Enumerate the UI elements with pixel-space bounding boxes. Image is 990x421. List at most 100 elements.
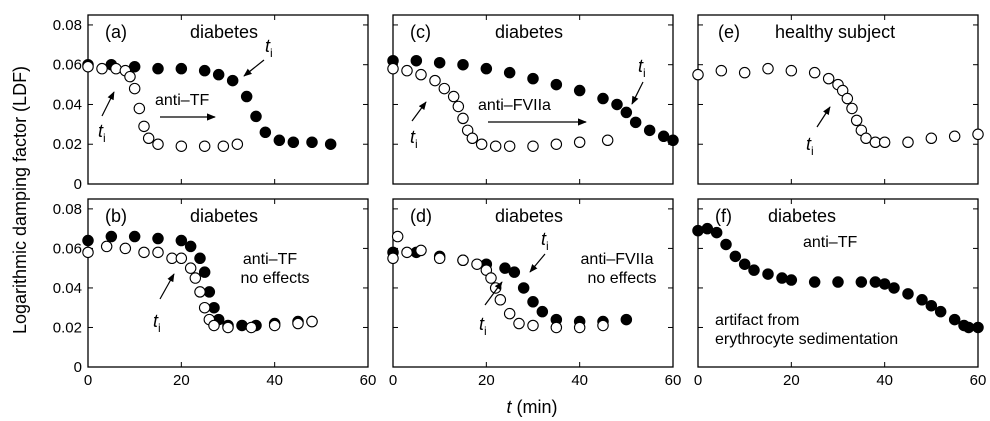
panel-title: diabetes (495, 206, 563, 226)
filled-point (273, 134, 286, 147)
open-point (902, 136, 914, 148)
filled-point (175, 234, 188, 247)
y-tick-label: 0.06 (53, 240, 82, 257)
panel-d: 0 20 40 60 (d) diabetes anti–FVIIa no effects ti… (387, 198, 682, 389)
open-point (175, 140, 188, 152)
open-point (503, 307, 516, 320)
filled-point (306, 136, 318, 148)
y-tick-label: 0.04 (53, 96, 82, 113)
filled-point (902, 288, 914, 300)
filled-point (620, 106, 633, 119)
filled-point (226, 74, 239, 87)
ti-marker-label: ti (479, 314, 487, 338)
filled-point (105, 230, 118, 243)
filled-point (729, 250, 742, 263)
filled-point (667, 134, 679, 147)
open-point (466, 132, 479, 145)
filled-point (620, 313, 633, 326)
open-point (245, 321, 258, 334)
filled-point (573, 84, 586, 97)
filled-point (710, 226, 723, 239)
x-tick-label: 40 (266, 372, 283, 389)
ti-arrow (484, 281, 503, 306)
panel-e: (e) healthy subject ti (692, 14, 984, 185)
x-tick-label: 20 (783, 372, 800, 389)
open-point (184, 262, 197, 274)
filled-point (785, 274, 798, 286)
panels: 00.020.040.060.08 (a) diabetesanti–TFtiti0… (53, 14, 986, 389)
ti-arrow (243, 59, 265, 77)
x-axis-title: t (min) (506, 397, 557, 417)
open-point (198, 140, 211, 152)
y-tick-label: 0.02 (53, 319, 82, 336)
open-point (846, 102, 858, 115)
filled-point (517, 282, 530, 294)
panel-label: (d) (410, 206, 432, 226)
y-axis-title: Logarithmic damping factor (LDF) (10, 66, 30, 334)
plot-frame (697, 14, 979, 185)
open-point (152, 246, 164, 259)
filled-point (527, 72, 539, 85)
panel-a: 0 0.02 0.04 0.06 0.08 (a) diabetes anti–TF ti ti (53, 14, 369, 193)
open-point (762, 62, 774, 75)
plot-frame (87, 198, 369, 368)
open-point (692, 68, 704, 81)
open-point (738, 66, 751, 79)
filled-point (597, 92, 609, 105)
filled-point (888, 282, 900, 294)
open-point (217, 140, 230, 152)
filled-point (152, 62, 164, 75)
open-point (128, 82, 141, 95)
series-open (692, 62, 984, 148)
filled-point (643, 124, 656, 137)
x-tick-label: 40 (876, 372, 893, 389)
x-tick-label: 60 (360, 372, 377, 389)
open-point (573, 136, 586, 148)
open-point (292, 317, 304, 330)
open-point (841, 92, 854, 105)
filled-point (832, 276, 844, 288)
open-point (82, 246, 94, 259)
open-point (82, 60, 94, 73)
ti-arrow (529, 253, 546, 273)
filled-point (738, 258, 751, 270)
x-tick-label: 60 (665, 372, 682, 389)
annotation: anti–TF (155, 92, 209, 109)
filled-point (916, 294, 928, 306)
series-filled (387, 54, 679, 147)
panel-label: (c) (410, 22, 431, 42)
open-point (194, 286, 206, 298)
filled-point (536, 305, 549, 318)
open-point (198, 301, 211, 314)
panel-c: (c) diabetes anti–FVIIa ti ti (387, 14, 679, 185)
x-axis-unit: (min) (512, 397, 558, 417)
open-point (100, 240, 113, 253)
series-open (82, 240, 318, 334)
panel-label: (b) (105, 206, 127, 226)
ti-marker-label: ti (265, 36, 273, 60)
filled-point (184, 240, 197, 253)
open-point (485, 272, 497, 284)
open-point (925, 132, 938, 145)
ti-marker-label: ti (806, 134, 814, 158)
y-tick-label: 0 (74, 176, 82, 193)
open-point (457, 254, 469, 267)
open-point (972, 128, 984, 141)
filled-point (934, 305, 947, 318)
y-tick-label: 0.08 (53, 201, 82, 218)
panel-label: (a) (105, 22, 127, 42)
open-point (415, 244, 427, 257)
open-point (96, 62, 108, 75)
series-open (82, 60, 244, 152)
open-point (822, 72, 835, 85)
open-point (503, 140, 516, 152)
filled-point (480, 62, 493, 75)
open-point (119, 242, 132, 255)
annotation: anti–TF (243, 251, 297, 268)
open-point (433, 252, 446, 265)
panel-title: diabetes (190, 206, 258, 226)
filled-point (748, 264, 760, 276)
x-axis-var: t (506, 397, 512, 417)
filled-point (550, 78, 563, 91)
